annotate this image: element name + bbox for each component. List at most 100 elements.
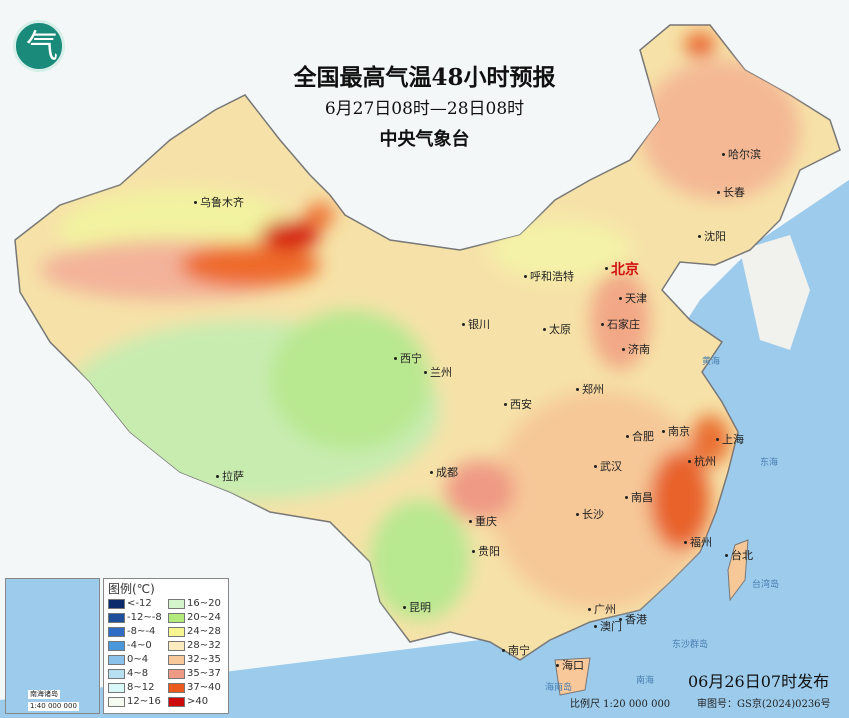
- legend-swatch: [168, 599, 185, 609]
- city-label: 昆明: [403, 601, 431, 614]
- legend-item: 35~37: [168, 668, 226, 680]
- issuer: 中央气象台: [379, 129, 470, 150]
- city-label: 长沙: [576, 508, 604, 521]
- legend-item: 20~24: [168, 612, 226, 624]
- legend-swatch: [168, 683, 185, 693]
- city-label: 南宁: [502, 644, 530, 657]
- legend-label: <-12: [127, 598, 152, 609]
- city-label: 西宁: [394, 352, 422, 365]
- sea-label: 黄海: [702, 357, 721, 367]
- legend-swatch: [108, 613, 125, 623]
- sea-label: 海南岛: [545, 683, 573, 693]
- legend-label: 0~4: [127, 654, 149, 665]
- legend-label: 37~40: [187, 682, 221, 693]
- legend-label: 28~32: [187, 640, 221, 651]
- city-label: 贵阳: [472, 545, 500, 558]
- city-label: 郑州: [576, 383, 604, 396]
- legend-swatch: [168, 627, 185, 637]
- city-label: 太原: [543, 323, 571, 336]
- city-label: 海口: [556, 659, 584, 672]
- city-label: 济南: [622, 343, 650, 356]
- city-label: 重庆: [469, 515, 497, 528]
- legend-item: 37~40: [168, 682, 226, 694]
- city-label: 成都: [430, 466, 458, 479]
- legend-item: 28~32: [168, 640, 226, 652]
- city-label: 合肥: [626, 430, 654, 443]
- south-china-sea-inset: 南海诸岛 1:40 000 000: [5, 578, 100, 714]
- forecast-period: 6月27日08时—28日08时: [324, 99, 525, 119]
- legend-swatch: [108, 641, 125, 651]
- legend-swatch: [168, 697, 185, 707]
- city-label: 银川: [462, 318, 490, 331]
- city-label: 乌鲁木齐: [194, 196, 244, 209]
- legend-swatch: [168, 655, 185, 665]
- sea-label: 东海: [760, 458, 779, 468]
- legend-item: -8~-4: [108, 626, 168, 638]
- city-label: 天津: [619, 292, 647, 305]
- city-label: 广州: [588, 603, 616, 616]
- city-label: 香港: [619, 613, 647, 626]
- city-label: 拉萨: [216, 470, 244, 483]
- legend-label: -4~0: [127, 640, 152, 651]
- legend-label: 24~28: [187, 626, 221, 637]
- legend-label: 32~35: [187, 654, 221, 665]
- city-label: 兰州: [424, 366, 452, 379]
- hainan-island: [554, 657, 591, 696]
- legend: 图例(℃) <-12 16~20 -12~-8 20~24 -8~-4 24~28 -4~0…: [103, 578, 229, 714]
- korea-landmass: [740, 235, 810, 350]
- city-label: 南昌: [625, 491, 653, 504]
- city-label: 福州: [684, 536, 712, 549]
- legend-label: 20~24: [187, 612, 221, 623]
- legend-swatch: [108, 599, 125, 609]
- legend-item: 12~16: [108, 696, 168, 708]
- legend-swatch: [168, 641, 185, 651]
- legend-item: <-12: [108, 598, 168, 610]
- legend-item: 24~28: [168, 626, 226, 638]
- inset-title: 南海诸岛: [28, 690, 60, 699]
- issue-time: 06月26日07时发布: [688, 672, 830, 691]
- city-label: 澳门: [594, 620, 622, 633]
- city-label: 南京: [662, 425, 690, 438]
- city-label: 长春: [717, 186, 745, 199]
- legend-swatch: [108, 669, 125, 679]
- legend-swatch: [108, 697, 125, 707]
- legend-label: 4~8: [127, 668, 149, 679]
- legend-label: 12~16: [127, 696, 161, 707]
- legend-swatch: [168, 669, 185, 679]
- taiwan-island: [727, 539, 749, 602]
- city-label: 台北: [725, 549, 753, 562]
- map-review-number: 审图号：GS京(2024)0236号: [697, 699, 831, 710]
- legend-swatch: [168, 613, 185, 623]
- city-label: 北京: [605, 262, 639, 278]
- city-label: 沈阳: [698, 230, 726, 243]
- inset-scale: 1:40 000 000: [28, 702, 79, 711]
- city-label: 武汉: [594, 460, 622, 473]
- city-label: 杭州: [688, 455, 716, 468]
- sea-label: 南海: [636, 676, 655, 686]
- legend-item: -12~-8: [108, 612, 168, 624]
- legend-label: 16~20: [187, 598, 221, 609]
- legend-label: -8~-4: [127, 626, 156, 637]
- sea-label: 东沙群岛: [672, 640, 709, 650]
- legend-item: -4~0: [108, 640, 168, 652]
- legend-label: >40: [187, 696, 209, 707]
- sea-label: 台湾岛: [752, 580, 780, 590]
- city-label: 上海: [716, 433, 744, 446]
- cma-logo-icon: 气: [13, 20, 65, 72]
- legend-item: 16~20: [168, 598, 226, 610]
- legend-item: >40: [168, 696, 226, 708]
- legend-item: 32~35: [168, 654, 226, 666]
- legend-swatch: [108, 683, 125, 693]
- map-title: 全国最高气温48小时预报: [293, 64, 556, 91]
- city-label: 石家庄: [601, 318, 640, 331]
- map-scale: 比例尺 1:20 000 000: [570, 699, 671, 710]
- legend-item: 0~4: [108, 654, 168, 666]
- city-label: 西安: [504, 398, 532, 411]
- legend-item: 8~12: [108, 682, 168, 694]
- legend-label: 35~37: [187, 668, 221, 679]
- legend-label: 8~12: [127, 682, 155, 693]
- legend-swatch: [108, 627, 125, 637]
- city-label: 呼和浩特: [524, 270, 574, 283]
- legend-item: 4~8: [108, 668, 168, 680]
- city-label: 哈尔滨: [722, 148, 761, 161]
